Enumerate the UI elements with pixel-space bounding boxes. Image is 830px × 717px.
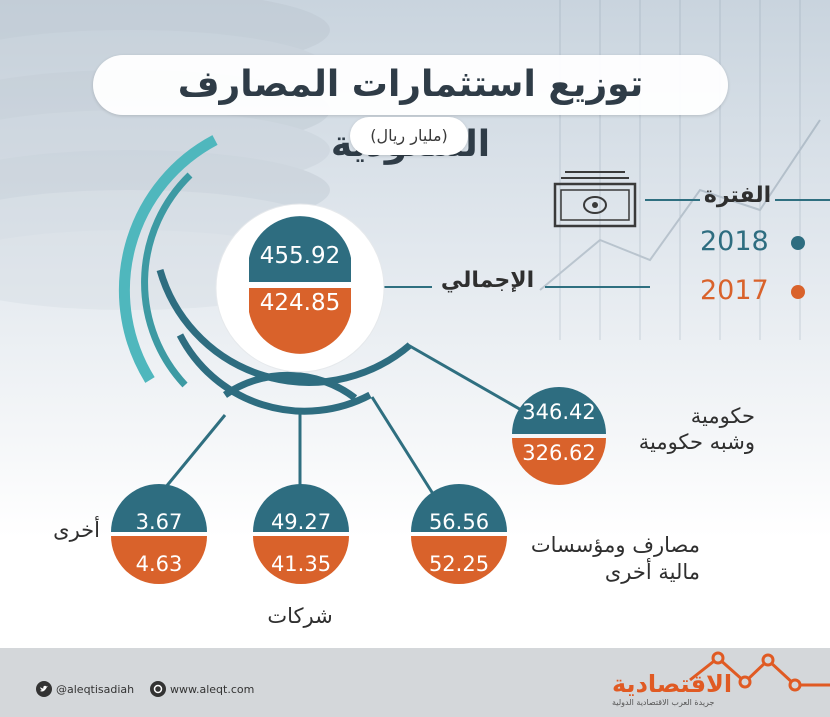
twitter-handle[interactable]: @aleqtisadiah [56,683,135,696]
website-url[interactable]: www.aleqt.com [170,683,255,696]
total-label: الإجمالي [440,268,535,293]
legend-year-2018: 2018 [700,226,769,257]
government-label-line1: حكومية [690,404,755,428]
connector-government [407,343,531,417]
total-value-2017: 424.85 [259,290,341,316]
brand-logo: الاقتصادية [612,670,733,698]
connector-banks [370,396,442,506]
legend-year-2017: 2017 [700,275,769,306]
other-label: أخرى [53,518,100,542]
legend-dot-2018 [791,236,805,250]
companies-circle [253,484,349,584]
government-value-2018: 346.42 [522,400,596,424]
government-value-2017: 326.62 [522,441,596,465]
twitter-icon[interactable] [36,681,52,697]
footer-bar [0,648,830,717]
total-circle [249,216,351,354]
other-circle [111,484,207,584]
arc-outer-2 [141,172,193,388]
footer-trend-decoration [689,651,830,692]
companies-label: شركات [267,604,333,628]
banks-value-2017: 52.25 [428,552,490,576]
companies-value-2018: 49.27 [270,510,332,534]
government-label-line2: وشبه حكومية [638,430,755,454]
unit-pill [350,117,468,155]
total-value-2018: 455.92 [259,243,341,269]
arc-inner [176,333,372,415]
banks-label-line2: مالية أخرى [604,560,700,584]
connector-other [163,414,227,489]
government-circle [512,387,606,485]
banks-value-2018: 56.56 [428,510,490,534]
title-pill [93,55,728,115]
arc-inner-2 [222,371,358,401]
companies-value-2017: 41.35 [270,552,332,576]
banks-label-line1: مصارف ومؤسسات [530,533,700,557]
legend-header: الفترة [703,183,772,208]
banknote-icon [553,171,637,228]
banks-circle [411,484,507,584]
other-value-2018: 3.67 [135,510,183,534]
website-icon[interactable] [150,681,166,697]
arc-outer [118,135,218,383]
unit-label: (مليار ريال) [370,126,448,145]
legend-dot-2017 [791,285,805,299]
brand-subtitle: جريدة العرب الاقتصادية الدولية [612,698,715,707]
other-value-2017: 4.63 [135,552,183,576]
